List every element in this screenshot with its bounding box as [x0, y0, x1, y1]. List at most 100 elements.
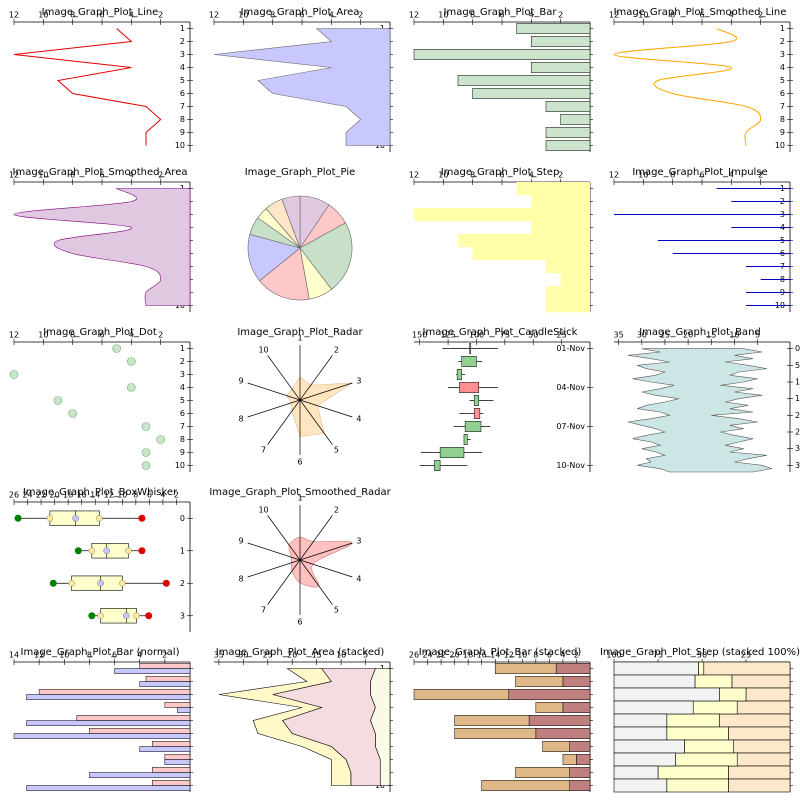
x-tick-label: 8 [133, 491, 138, 500]
bar [152, 767, 191, 773]
chart-title: Image_Graph_Plot_Dot [43, 327, 157, 338]
x-tick-label: 6 [499, 171, 504, 180]
radar-spoke [299, 399, 333, 445]
step [613, 778, 668, 793]
bar [545, 127, 591, 138]
x-tick-label: 2 [574, 651, 579, 660]
y-tick-label: 8 [180, 435, 185, 444]
step [719, 713, 791, 728]
quartile-dot [119, 580, 126, 587]
x-tick-label: 10 [38, 171, 48, 180]
median-dot [97, 580, 104, 587]
box [71, 575, 123, 591]
chart-panel: 26 24 22 20 18 16 14 12 10 8 6 4 20123Image_Graph_Pl… [9, 487, 193, 632]
y-tick-label: 4 [180, 383, 185, 392]
chart-panel: 1 2 3 4 5 6 7 8 9 10 Image_Graph_Plot_Smoothed_Rad… [209, 487, 391, 627]
chart-title: Image_Graph_Plot_Smoothed_Radar [209, 487, 391, 498]
x-tick-label: 75 [653, 651, 663, 660]
bar [26, 720, 191, 726]
x-tick-label: 12 [9, 11, 19, 20]
x-tick-label: 25 [741, 651, 751, 660]
x-tick-label: 18 [63, 491, 73, 500]
y-tick-label: 10-Nov [556, 461, 585, 470]
line [13, 28, 162, 146]
x-tick-label: 8 [670, 11, 675, 20]
candle-body [473, 395, 479, 406]
chart-panel: 353025201510512345678910Image_Graph_Plot… [214, 647, 393, 792]
bar [560, 114, 591, 125]
bar [164, 702, 191, 708]
radar-label: 10 [258, 345, 268, 354]
x-tick-label: 4 [729, 11, 734, 20]
x-tick-label: 20 [450, 651, 460, 660]
radar-label: 9 [238, 376, 243, 385]
x-tick-label: 25 [263, 651, 273, 660]
candle-body [439, 447, 465, 458]
radar-spoke [299, 382, 353, 401]
quartile-dot [125, 547, 132, 554]
bar [515, 767, 570, 778]
step [728, 726, 791, 741]
bar [569, 767, 591, 778]
chart-panel: 12 10 8 6 4 212345678910Image_Graph_Plot_Impu… [609, 167, 793, 312]
radar-label: 3 [356, 376, 361, 385]
x-tick-label: 6 [699, 11, 704, 20]
x-tick-label: 8 [470, 171, 475, 180]
x-tick-label: 6 [547, 651, 552, 660]
y-tick-label: 5 [780, 76, 785, 85]
y-tick-label: 2 [780, 37, 785, 46]
radar-spoke [299, 542, 353, 561]
bar [531, 36, 591, 47]
x-tick-label: 2 [558, 11, 563, 20]
radar-label: 9 [238, 536, 243, 545]
x-tick-label: 12 [609, 171, 619, 180]
step [731, 674, 791, 689]
y-tick-label: 5 [180, 76, 185, 85]
box [100, 608, 137, 624]
candle-body [469, 343, 472, 354]
bar [139, 746, 191, 752]
x-tick-label: 8 [533, 651, 538, 660]
x-tick-label: 35 [214, 651, 224, 660]
max-dot [162, 579, 170, 587]
x-tick-label: 100 [469, 331, 484, 340]
bar [576, 754, 591, 765]
dot [141, 422, 151, 431]
chart-panel: 10075502512345678910Image_Graph_Plot_Ste… [600, 647, 800, 793]
y-tick-label: 7 [180, 422, 185, 431]
y-tick-label: 8 [780, 115, 785, 124]
x-tick-label: 4 [137, 651, 142, 660]
chart-panel: 141210864212345678910Image_Graph_Plot_Ba… [9, 647, 193, 792]
x-tick-label: 12 [409, 11, 419, 20]
y-tick-label: 15 [795, 394, 800, 403]
y-tick-label: 35 [795, 461, 800, 470]
y-tick-label: 9 [180, 448, 185, 457]
radar-spoke [267, 399, 301, 445]
x-tick-label: 4 [129, 11, 134, 20]
pie-slice [299, 222, 353, 290]
bar [164, 754, 191, 760]
x-tick-label: 4 [160, 491, 165, 500]
bar [454, 715, 530, 726]
bar [26, 694, 191, 700]
y-tick-label: 6 [780, 89, 785, 98]
radar-label: 7 [261, 606, 266, 615]
radar-label: 6 [297, 618, 302, 627]
pie-slice [259, 247, 310, 301]
bar [545, 140, 591, 151]
x-tick-label: 6 [299, 11, 304, 20]
y-tick-label: 1 [180, 546, 185, 555]
step [698, 661, 705, 676]
x-tick-label: 25 [557, 331, 567, 340]
dot [141, 461, 151, 470]
y-tick-label: 6 [180, 409, 185, 418]
x-tick-label: 20 [683, 331, 693, 340]
step [736, 700, 791, 715]
x-tick-label: 8 [70, 11, 75, 20]
step [546, 260, 590, 274]
chart-title: Image_Graph_Plot_CandleStick [423, 327, 578, 338]
y-tick-label: 2 [180, 37, 185, 46]
dot [156, 435, 165, 444]
y-tick-label: 20 [795, 411, 800, 420]
